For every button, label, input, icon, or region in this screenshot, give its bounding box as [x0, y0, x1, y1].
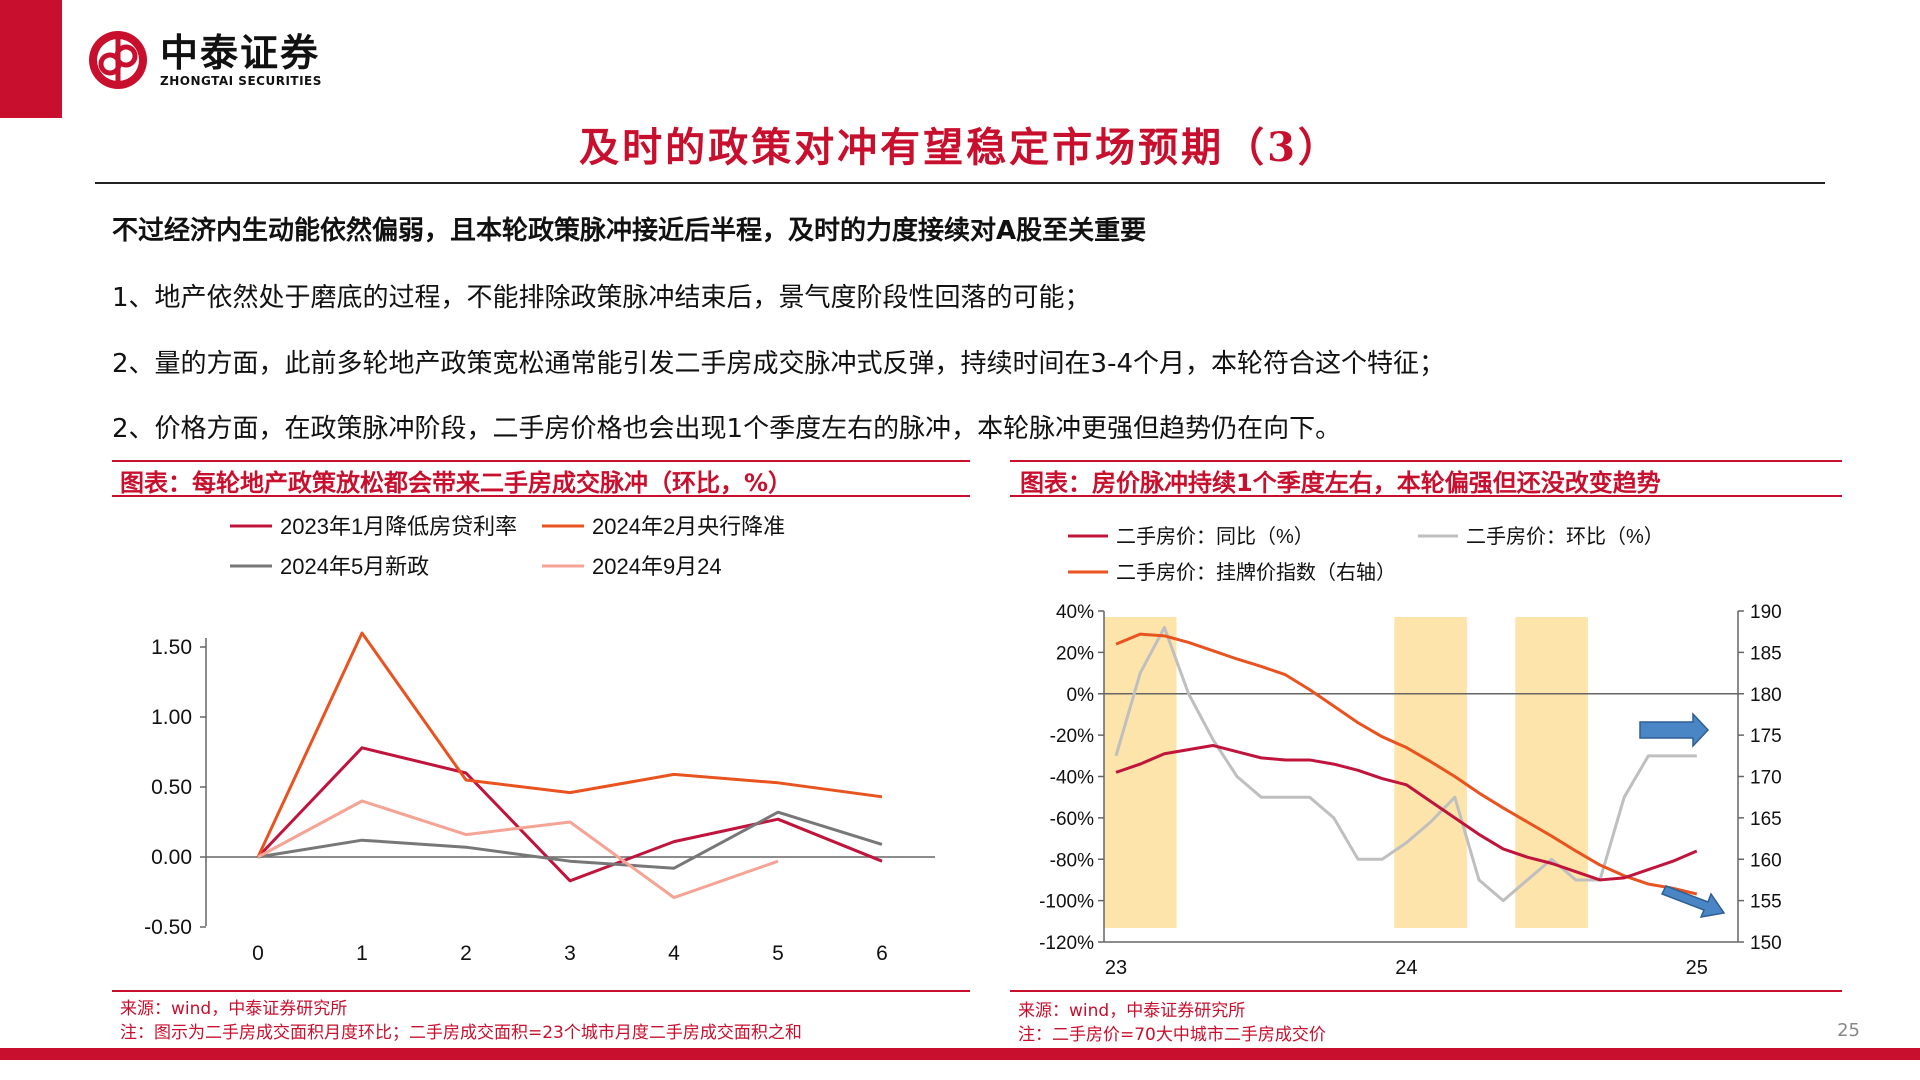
point-3: 2、价格方面，在政策脉冲阶段，二手房价格也会出现1个季度左右的脉冲，本轮脉冲更强…: [112, 414, 1342, 444]
x-tick-label-0: 0: [252, 942, 264, 965]
left-chart-title: 图表：每轮地产政策放松都会带来二手房成交脉冲（环比，%）: [120, 469, 793, 497]
down-right-arrow-icon: [1660, 885, 1726, 918]
series-line-1: [256, 631, 883, 858]
x-tick-label-2: 25: [1686, 957, 1708, 979]
x-tick-label-3: 3: [564, 942, 576, 965]
x-tick-label-2: 2: [460, 942, 472, 965]
legend-label-2: 2024年5月新政: [280, 554, 429, 579]
y-tick-label-0: 1.50: [151, 636, 192, 659]
brand-logo: 中泰证券 ZHONGTAI SECURITIES: [86, 28, 322, 92]
y-tick-label-3: 0.00: [151, 846, 192, 869]
right-y-tick-label-4: 170: [1750, 768, 1782, 789]
right-panel-top-rule: [1010, 460, 1842, 462]
left-y-tick-label-4: -40%: [1050, 768, 1094, 789]
right-panel-bottom-rule: [1010, 990, 1842, 992]
point-2: 2、量的方面，此前多轮地产政策宽松通常能引发二手房成交脉冲式反弹，持续时间在3-…: [112, 349, 1446, 379]
series-line-0: [256, 746, 883, 883]
zhongtai-logo-icon: [89, 31, 147, 89]
left-y-tick-label-3: -20%: [1050, 726, 1094, 747]
shaded-period-0: [1103, 617, 1177, 928]
series-line-0: [1115, 743, 1698, 882]
left-chart-source: 来源：wind，中泰证券研究所: [120, 999, 348, 1019]
left-chart-note: 注：图示为二手房成交面积月度环比；二手房成交面积=23个城市月度二手房成交面积之…: [120, 1023, 802, 1043]
footer-accent-bar: [0, 1048, 1920, 1060]
x-tick-label-0: 23: [1105, 957, 1127, 979]
left-y-tick-label-8: -120%: [1039, 933, 1094, 954]
left-panel-title-rule: [112, 495, 970, 497]
x-tick-label-4: 4: [668, 942, 680, 965]
point-1: 1、地产依然处于磨底的过程，不能排除政策脉冲结束后，景气度阶段性回落的可能；: [112, 283, 1091, 313]
right-chart: 二手房价：同比（%） 二手房价：环比（%） 二手房价：挂牌价指数（右轴） 40% 20%…: [1039, 525, 1782, 979]
left-y-tick-label-2: 0%: [1067, 685, 1095, 706]
left-panel-bottom-rule: [112, 990, 970, 992]
legend-label-0: 二手房价：同比（%）: [1116, 525, 1314, 548]
right-y-tick-label-8: 150: [1750, 933, 1782, 954]
right-y-tick-label-3: 175: [1750, 726, 1782, 747]
right-y-tick-label-0: 190: [1750, 602, 1782, 623]
y-tick-label-4: -0.50: [144, 916, 192, 939]
right-y-tick-label-5: 165: [1750, 809, 1782, 830]
right-chart-title: 图表：房价脉冲持续1个季度左右，本轮偏强但还没改变趋势: [1020, 469, 1661, 497]
left-panel-top-rule: [112, 460, 970, 462]
left-y-tick-label-1: 20%: [1056, 643, 1094, 664]
legend-label-2: 二手房价：挂牌价指数（右轴）: [1116, 561, 1396, 584]
page-number: 25: [1837, 1020, 1860, 1041]
legend-label-1: 2024年2月央行降准: [592, 514, 785, 539]
series-line-2: [1115, 632, 1698, 896]
y-tick-label-2: 0.50: [151, 776, 192, 799]
corner-accent-bar: [0, 0, 62, 118]
right-chart-source: 来源：wind，中泰证券研究所: [1018, 1001, 1246, 1021]
left-chart: 2023年1月降低房贷利率 2024年2月央行降准 2024年5月新政 2024年9月…: [144, 514, 935, 965]
left-y-tick-label-7: -100%: [1039, 892, 1094, 913]
shaded-period-2: [1515, 617, 1588, 928]
right-arrow-icon: [1639, 712, 1710, 748]
series-line-2: [257, 810, 883, 870]
right-y-tick-label-2: 180: [1750, 685, 1782, 706]
legend-label-0: 2023年1月降低房贷利率: [280, 514, 517, 539]
y-tick-label-1: 1.00: [151, 706, 192, 729]
right-y-tick-label-7: 155: [1750, 892, 1782, 913]
x-tick-label-6: 6: [876, 942, 888, 965]
slide-title: 及时的政策对冲有望稳定市场预期（3）: [579, 124, 1341, 171]
brand-name-cn: 中泰证券: [160, 31, 321, 75]
series-line-3: [257, 799, 779, 900]
title-divider: [95, 182, 1825, 184]
right-chart-note: 注：二手房价=70大中城市二手房成交价: [1018, 1025, 1326, 1045]
left-y-tick-label-0: 40%: [1056, 602, 1094, 623]
x-tick-label-5: 5: [772, 942, 784, 965]
shaded-period-1: [1394, 617, 1467, 928]
right-y-tick-label-1: 185: [1750, 643, 1782, 664]
left-y-tick-label-5: -60%: [1050, 809, 1094, 830]
right-panel-title-rule: [1010, 495, 1842, 497]
x-tick-label-1: 24: [1395, 957, 1417, 979]
legend-label-1: 二手房价：环比（%）: [1466, 525, 1664, 548]
legend-label-3: 2024年9月24: [592, 554, 722, 579]
lead-statement: 不过经济内生动能依然偏弱，且本轮政策脉冲接近后半程，及时的力度接续对A股至关重要: [112, 216, 1147, 246]
x-tick-label-1: 1: [356, 942, 368, 965]
brand-name-en: ZHONGTAI SECURITIES: [160, 74, 322, 88]
right-y-tick-label-6: 160: [1750, 850, 1782, 871]
left-y-tick-label-6: -80%: [1050, 850, 1094, 871]
